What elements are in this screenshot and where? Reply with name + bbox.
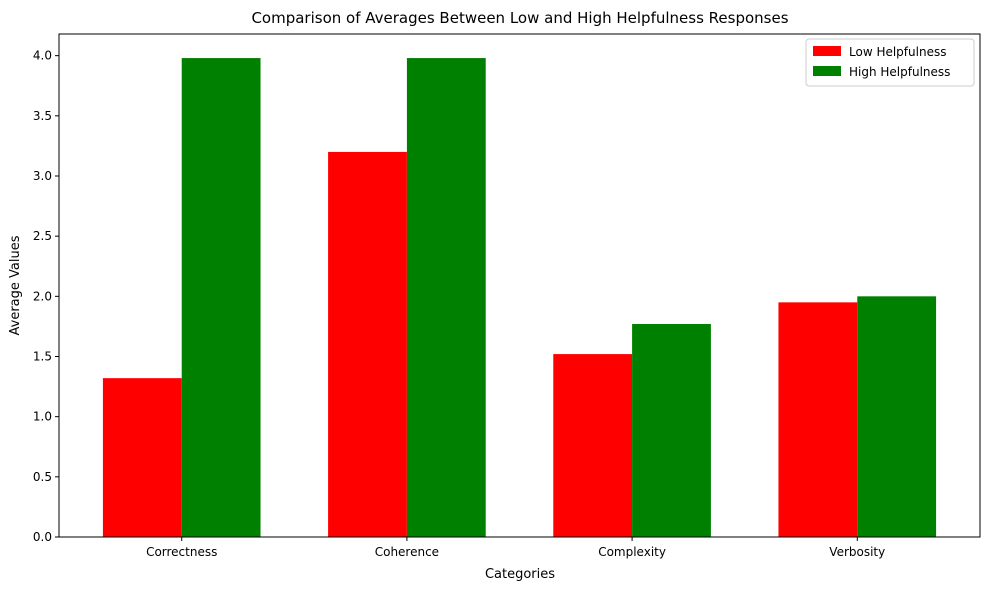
- y-tick-label: 2.5: [33, 229, 52, 243]
- legend-box: [805, 38, 975, 87]
- y-tick-label: 1.5: [33, 350, 52, 364]
- bars-group: [102, 58, 937, 537]
- bar-low-helpfulness-coherence: [328, 151, 407, 537]
- legend-label-low-helpfulness: Low Helpfulness: [849, 45, 946, 59]
- chart-title: Comparison of Averages Between Low and H…: [251, 9, 788, 27]
- legend-swatch-low-helpfulness: [813, 46, 841, 56]
- x-tick-label-coherence: Coherence: [375, 545, 439, 559]
- bar-low-helpfulness-correctness: [102, 378, 182, 537]
- x-tick-label-correctness: Correctness: [146, 545, 217, 559]
- x-tick-label-complexity: Complexity: [598, 545, 666, 559]
- x-tick-label-verbosity: Verbosity: [829, 545, 885, 559]
- y-tick-label: 3.0: [33, 169, 52, 183]
- x-axis-label: Categories: [485, 567, 555, 582]
- y-tick-label: 3.5: [33, 109, 52, 123]
- bar-low-helpfulness-verbosity: [778, 302, 858, 537]
- y-tick-label: 0.5: [33, 470, 52, 484]
- bar-high-helpfulness-complexity: [632, 324, 711, 537]
- legend-label-high-helpfulness: High Helpfulness: [849, 65, 950, 79]
- bar-high-helpfulness-verbosity: [857, 296, 937, 537]
- y-tick-label: 2.0: [33, 289, 52, 303]
- y-axis-label: Average Values: [8, 235, 23, 335]
- bar-high-helpfulness-coherence: [406, 58, 486, 537]
- legend: Low Helpfulness High Helpfulness: [805, 38, 975, 87]
- y-tick-label: 1.0: [33, 410, 52, 424]
- bar-low-helpfulness-complexity: [553, 354, 633, 537]
- y-axis: 0.0 0.5 1.0 1.5 2.0 2.5 3.0 3.5 4.0: [33, 49, 59, 544]
- legend-swatch-high-helpfulness: [813, 66, 841, 76]
- x-axis: Correctness Coherence Complexity Verbosity: [146, 537, 885, 559]
- y-tick-label: 0.0: [33, 530, 52, 544]
- bar-high-helpfulness-correctness: [181, 58, 261, 537]
- y-tick-label: 4.0: [33, 49, 52, 63]
- plot-frame: [58, 33, 981, 538]
